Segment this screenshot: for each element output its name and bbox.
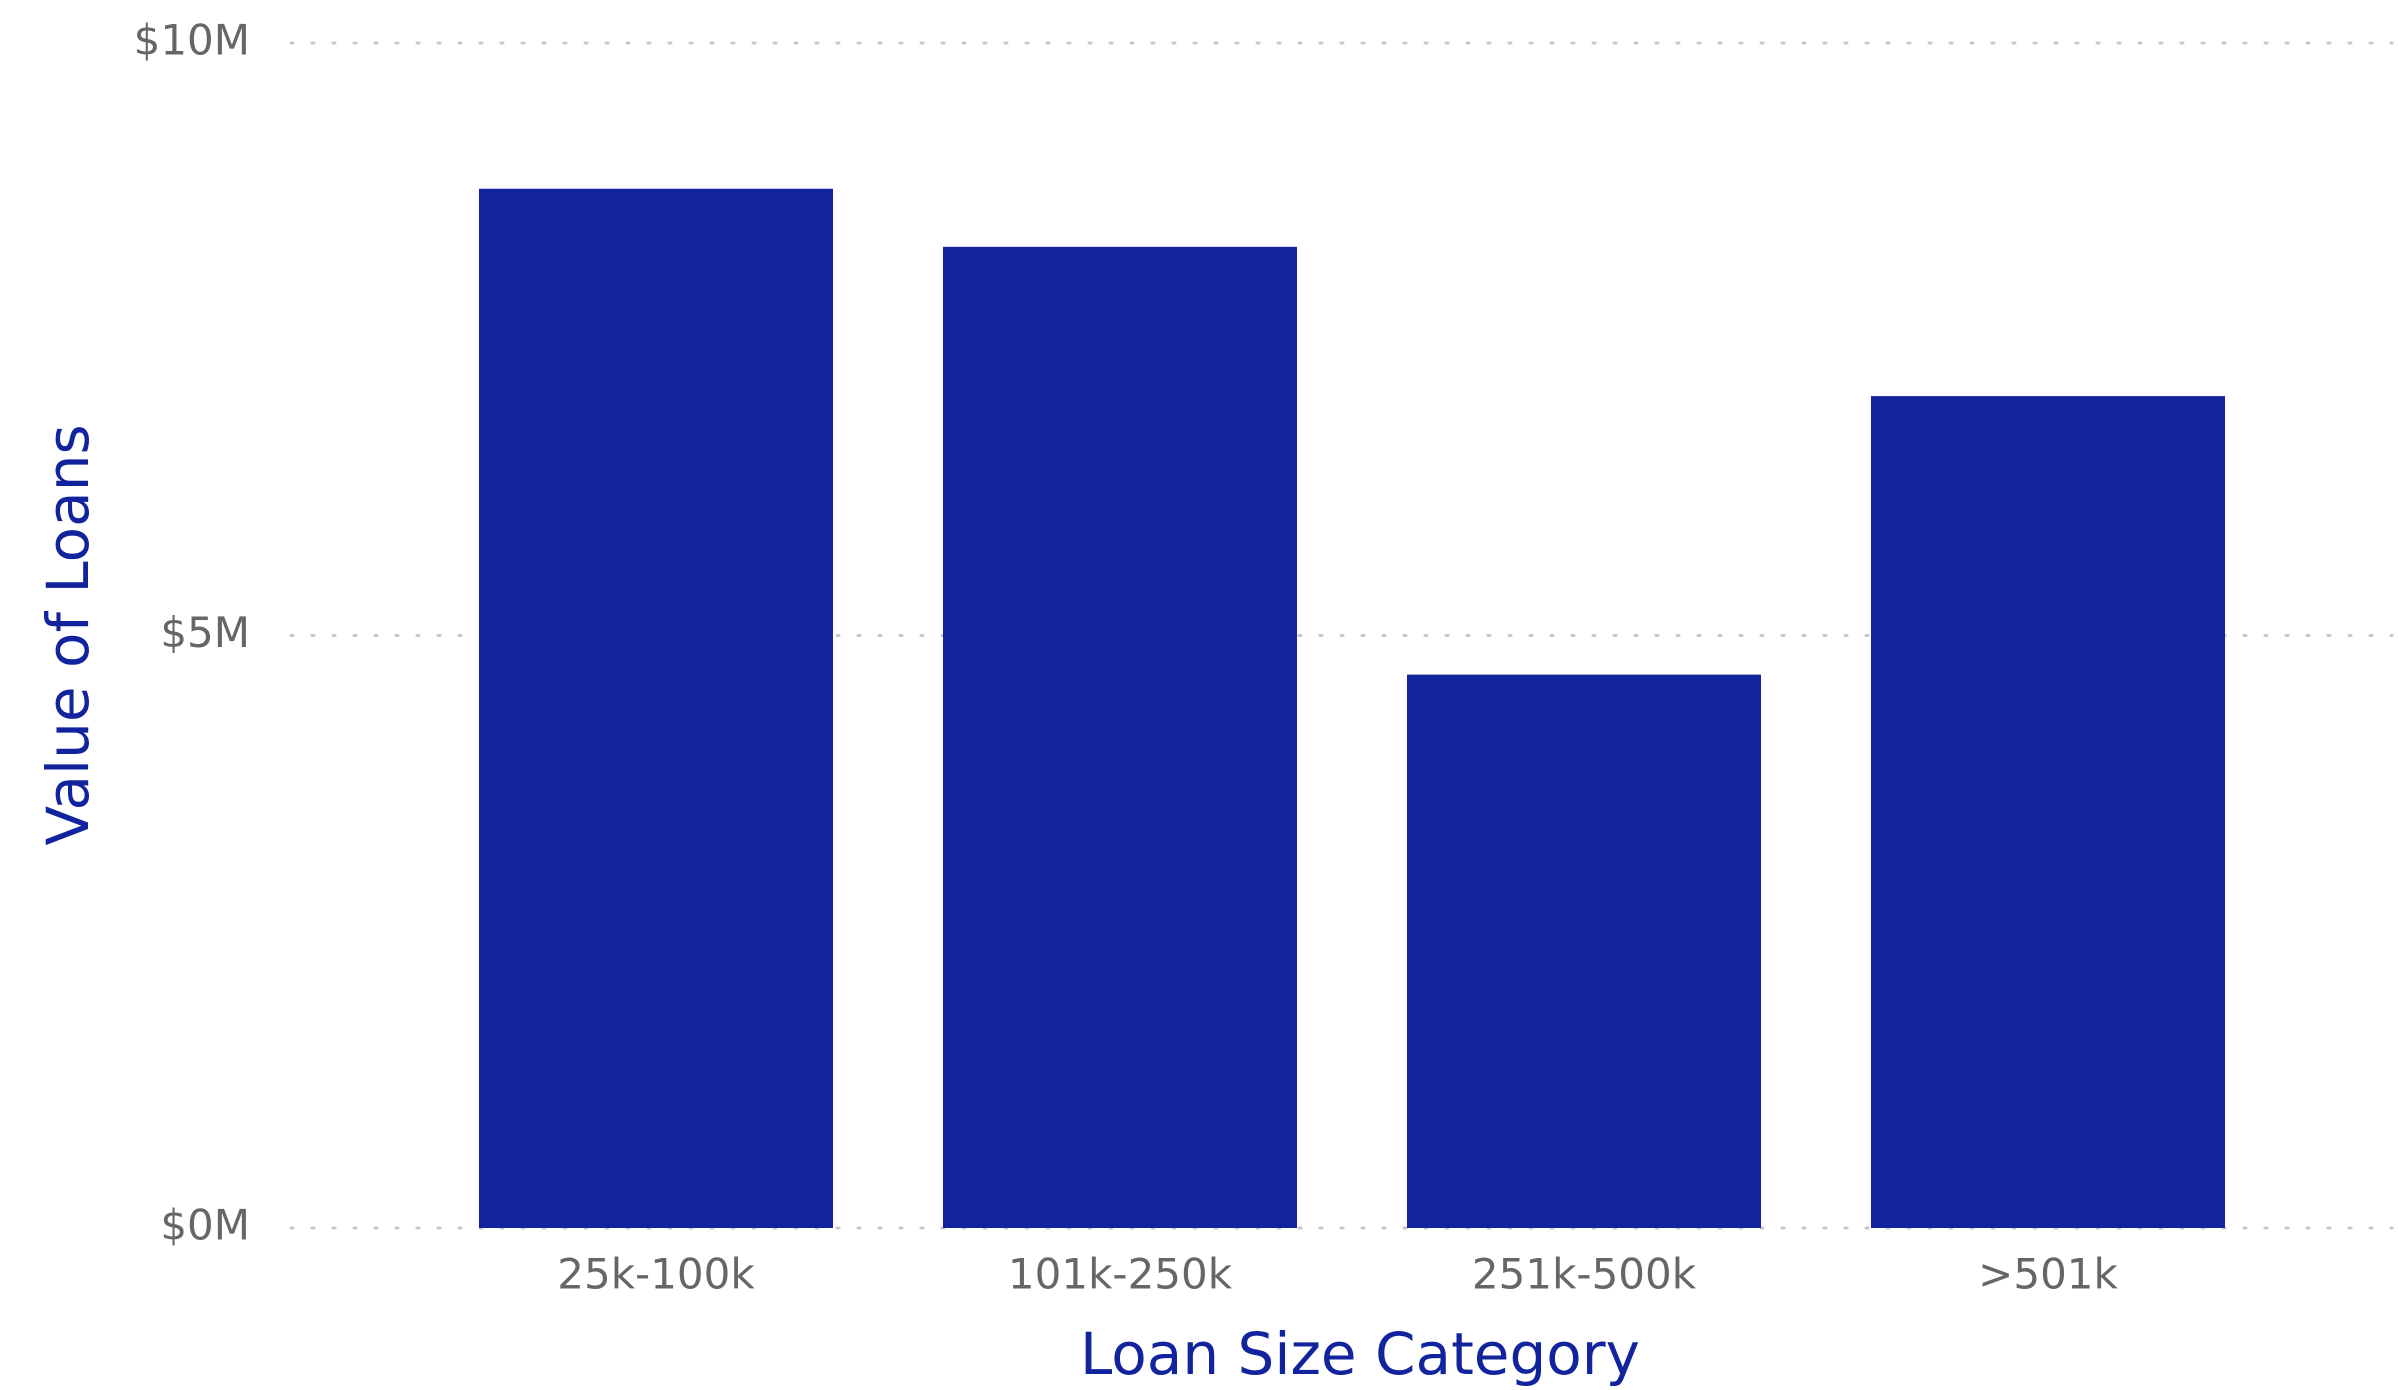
bar	[479, 188, 833, 1228]
x-tick-label: >501k	[1978, 1250, 2118, 1299]
y-tick-label: $0M	[160, 1201, 250, 1250]
bar	[943, 246, 1297, 1228]
x-axis-title: Loan Size Category	[1080, 1320, 1640, 1388]
y-tick-label: $5M	[160, 608, 250, 657]
bar	[1407, 674, 1761, 1228]
bar	[1871, 396, 2225, 1228]
x-tick-label: 251k-500k	[1472, 1250, 1697, 1299]
x-tick-label: 25k-100k	[557, 1250, 755, 1299]
y-tick-label: $10M	[134, 16, 250, 65]
x-tick-label: 101k-250k	[1008, 1250, 1233, 1299]
y-axis-title: Value of Loans	[34, 424, 102, 845]
